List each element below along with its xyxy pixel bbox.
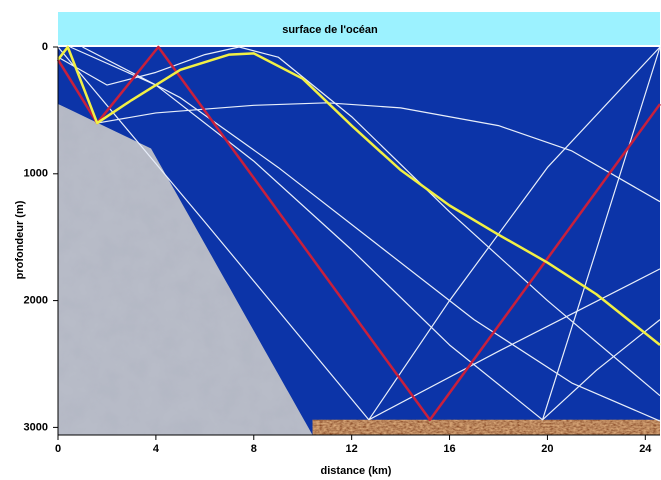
y-tick-label: 0 bbox=[42, 41, 48, 53]
y-axis-title: profondeur (m) bbox=[14, 200, 26, 279]
x-tick-label: 12 bbox=[346, 443, 358, 455]
x-tick-label: 0 bbox=[55, 443, 61, 455]
x-tick-label: 4 bbox=[153, 443, 160, 455]
y-tick-label: 1000 bbox=[24, 168, 48, 180]
x-tick-label: 8 bbox=[251, 443, 257, 455]
sediment bbox=[313, 420, 660, 435]
x-tick-label: 16 bbox=[443, 443, 455, 455]
surface-label: surface de l'océan bbox=[282, 24, 378, 36]
y-tick-label: 3000 bbox=[24, 421, 48, 433]
y-tick-label: 2000 bbox=[24, 295, 48, 307]
x-axis-title: distance (km) bbox=[321, 465, 392, 477]
x-tick-label: 24 bbox=[639, 443, 652, 455]
x-tick-label: 20 bbox=[541, 443, 553, 455]
chart: surface de l'océan distance (km) profond… bbox=[0, 0, 661, 480]
